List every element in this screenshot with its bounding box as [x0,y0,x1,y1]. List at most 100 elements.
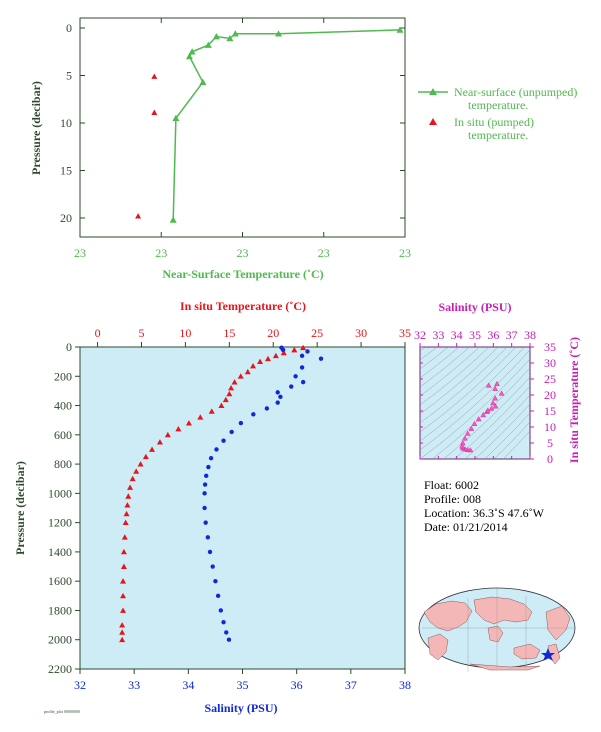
bottom-axis-label: Salinity (PSU) [204,701,277,715]
temperature-point [127,484,134,490]
unpumped-point [275,30,282,37]
temperature-point [257,358,264,365]
salinity-point [300,379,306,385]
ts-y-tick-label: 5 [547,436,553,450]
temp-tick-label: 5 [138,326,144,340]
unpumped-point [226,34,234,42]
unpumped-point [188,48,196,55]
temp-tick-label: 35 [399,326,411,340]
plot-frame [79,346,406,670]
density-contour [420,347,480,397]
salinity-point [280,347,286,353]
map-grid [422,588,574,672]
y-tick-label: 1000 [48,486,72,500]
salinity-point [202,505,207,511]
temperature-point [218,402,225,408]
x-axis-label: Near-Surface Temperature (˚C) [162,267,323,281]
temperature-point [228,384,235,391]
temperature-point [119,622,126,628]
temperature-point [237,373,244,379]
salinity-point [278,394,283,399]
legend-text-line-2: temperature. [468,98,528,112]
pumped-point [151,73,158,79]
salinity-point [251,412,256,417]
salinity-tick-label: 35 [237,678,249,692]
x-tick-label: 23 [74,246,86,260]
temperature-point [291,346,298,353]
salinity-point [221,438,226,443]
y-tick-label: 0 [66,340,72,354]
unpumped-point [204,41,212,48]
temperature-point [125,493,132,499]
ts-x-tick-label: 37 [506,328,518,342]
density-contour [420,349,530,451]
ts-point [464,430,471,436]
unpumped-point [169,216,177,223]
y-tick-label: 1800 [48,603,72,617]
salinity-tick-label: 36 [291,678,303,692]
ts-y-tick-label: 0 [547,452,553,466]
temp-tick-label: 30 [355,326,367,340]
salinity-tick-label: 32 [74,678,86,692]
y-tick-label: 2000 [48,633,72,647]
temperature-point [185,420,192,426]
y-tick-label: 2200 [48,662,72,676]
temperature-point [244,368,251,375]
density-contour [464,394,530,459]
pumped-point [135,213,142,219]
y-tick-label: 400 [54,399,72,413]
temperature-point [129,475,136,482]
unpumped-point [212,33,220,40]
x-tick-label: 23 [318,246,330,260]
y-tick-label: 1600 [48,574,72,588]
salinity-point [213,578,218,584]
legend-label-unpumped: Near-surface (unpumped) temperature. [454,85,577,112]
ts-x-tick-label: 32 [414,328,426,342]
salinity-point [210,564,215,569]
ts-y-tick-label: 30 [544,356,556,370]
plot-frame [79,17,406,238]
temperature-point [222,396,229,403]
temperature-point [175,425,182,432]
temperature-point [300,344,307,351]
density-contour [420,347,460,379]
y-axis-label: Pressure (decibar) [13,461,27,555]
salinity-point [305,349,310,354]
temperature-point [120,578,127,584]
float-id: Float: 6002 [424,478,479,492]
temperature-point [272,352,279,359]
temperature-point [120,563,127,569]
salinity-tick-label: 34 [182,678,194,692]
salinity-point [207,549,213,555]
ts-x-tick-label: 34 [451,328,463,342]
ts-point [459,440,466,446]
temp-tick-label: 20 [267,326,279,340]
float-info: Float: 6002 Profile: 008 Location: 36.3˚… [424,478,545,534]
salinity-point [215,593,221,599]
legend-label-pumped: In situ (pumped) temperature. [454,115,534,142]
float-location-star-icon [541,648,555,661]
ts-y-tick-label: 25 [544,372,556,386]
temp-tick-label: 25 [311,326,323,340]
ts-point [498,390,505,396]
profile-number: Profile: 008 [424,492,481,506]
ts-point [488,405,495,411]
x-tick-label: 23 [399,246,411,260]
ts-y-axis-label: In situ Temperature (˚C) [567,337,581,463]
density-contour [420,358,530,459]
salinity-point [229,429,234,435]
temperature-point [119,636,126,643]
salinity-point [221,619,226,625]
density-contour [484,412,530,459]
pumped-point [151,109,158,115]
legend-text-line-1: In situ (pumped) [454,115,534,129]
temp-tick-label: 15 [223,326,235,340]
density-contour [420,347,517,433]
y-tick-label: 15 [60,164,72,178]
near-surface-temperature-panel: 23 23 23 23 23 0 5 10 15 20 Near-Surface Tempera… [29,17,411,281]
x-tick-label: 23 [237,246,249,260]
salinity-point [204,473,209,478]
ts-point [490,400,496,406]
salinity-point [318,356,324,361]
ts-point [492,385,499,391]
